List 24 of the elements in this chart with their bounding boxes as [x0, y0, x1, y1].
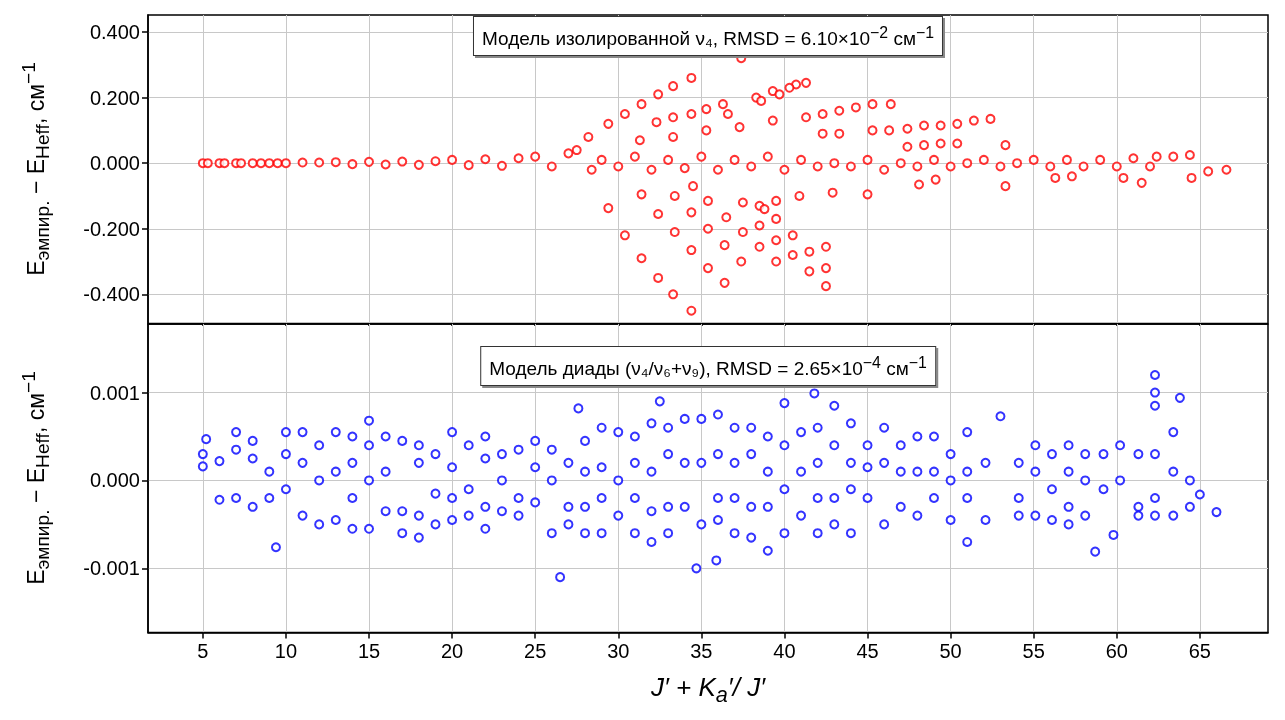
y-tick-label: -0.200 [83, 217, 140, 240]
x-tick-label: 45 [856, 639, 879, 661]
x-tick-label: 10 [274, 639, 298, 661]
x-tick-label: 30 [607, 639, 630, 661]
x-tick-label: 55 [1022, 639, 1045, 661]
y-tick-label: 0.200 [89, 86, 140, 109]
text: Модель диады (ν₄/ν₆+ν₉), RMSD = 2.65×10$^{−4}$ см$^{−1}$ [480, 345, 936, 386]
x-tick-label: 40 [773, 639, 796, 661]
x-tick-label: 20 [440, 639, 464, 661]
x-tick-label: 65 [1188, 639, 1211, 661]
x-tick-label: 25 [524, 639, 547, 661]
x-axis-title: J′ + K$_{a}$′/ J′ [650, 672, 766, 709]
x-tick-label: 50 [939, 639, 962, 661]
x-tick-label: 60 [1105, 639, 1128, 661]
y-tick-label: -0.400 [83, 283, 140, 306]
y-tick-label: -0.001 [83, 556, 140, 579]
y-tick-label: 0.001 [89, 381, 140, 404]
y-tick-label: 0.400 [89, 21, 140, 44]
text: Модель изолированной ν₄, RMSD = 6.10×10$^{−2}$ см$^{−1}$ [472, 16, 944, 57]
x-tick-label: 35 [690, 639, 713, 661]
y-tick-label: 0.000 [89, 468, 140, 491]
y-tick-label: 0.000 [89, 152, 140, 175]
x-tick-label: 15 [357, 639, 381, 661]
x-tick-label: 5 [197, 639, 209, 661]
